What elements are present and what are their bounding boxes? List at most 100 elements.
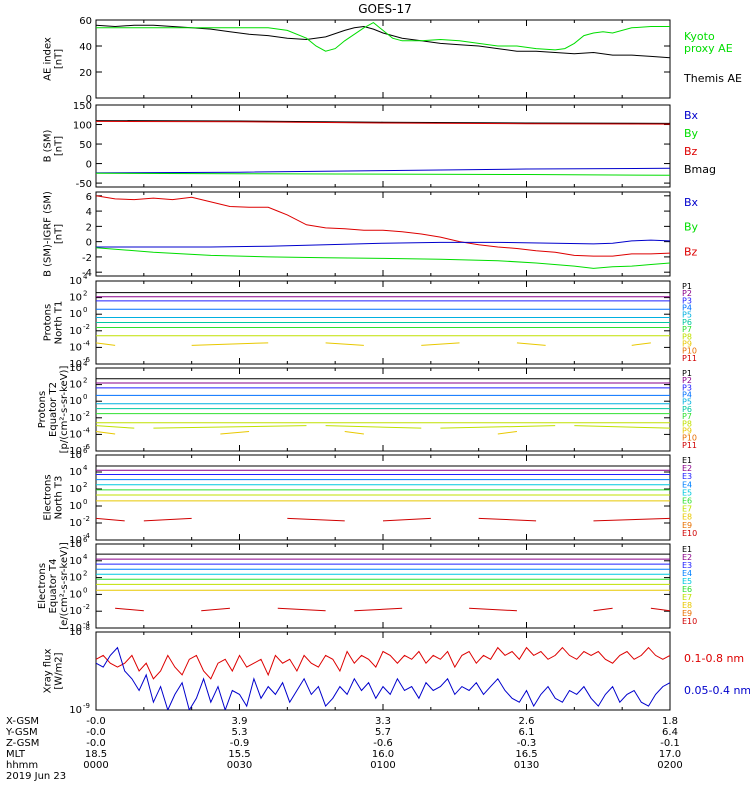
legend-p3: P3 bbox=[682, 383, 692, 392]
y-tick-exponent: -2 bbox=[83, 323, 90, 331]
x-tick-value: 5.7 bbox=[375, 727, 391, 738]
x-tick-value: 6.1 bbox=[519, 727, 535, 738]
series-bz bbox=[96, 120, 670, 125]
x-tick-value: 17.0 bbox=[659, 749, 681, 760]
legend-e6: E6 bbox=[682, 497, 692, 506]
panel-b_sm: -50 0 50 100 150 B (SM) [nT] Bx By Bz Bmag bbox=[43, 101, 717, 190]
x-row-label-x-gsm: X-GSM bbox=[6, 716, 39, 727]
series-bx bbox=[96, 167, 670, 174]
legend-p3: P3 bbox=[682, 296, 692, 305]
y-tick-label: 10 bbox=[69, 446, 82, 457]
series-by bbox=[96, 247, 670, 269]
legend-p6: P6 bbox=[682, 318, 692, 327]
y-axis-label: B (SM)-IGRF (SM) bbox=[43, 191, 54, 277]
legend-e9: E9 bbox=[682, 609, 692, 618]
series-0-1-0-8-nm bbox=[96, 646, 670, 680]
sparse-segment bbox=[593, 607, 613, 612]
y-tick-exponent: 4 bbox=[83, 553, 88, 561]
y-tick-label: 10 bbox=[69, 276, 82, 287]
x-tick-value: -0.0 bbox=[86, 727, 106, 738]
sparse-segment bbox=[497, 430, 517, 435]
x-tick-value: 15.5 bbox=[228, 749, 250, 760]
sparse-segment bbox=[96, 430, 116, 435]
x-tick-value: 6.4 bbox=[662, 727, 678, 738]
legend-e10: E10 bbox=[682, 617, 697, 626]
y-axis-label: Equator T4 bbox=[48, 559, 59, 614]
y-axis-label: [e/(cm²-s-sr-keV)] bbox=[59, 542, 70, 630]
y-tick-exponent: 2 bbox=[83, 290, 87, 298]
panel-data bbox=[96, 646, 670, 710]
y-tick-exponent: -4 bbox=[83, 426, 91, 434]
sparse-segment bbox=[325, 425, 422, 429]
y-tick-label: 10 bbox=[69, 359, 82, 370]
legend-p1: P1 bbox=[682, 282, 692, 291]
sparse-segment bbox=[96, 342, 116, 346]
y-tick-label: 4 bbox=[86, 207, 92, 218]
y-tick-exponent: -2 bbox=[83, 515, 90, 523]
plot-title: GOES-17 bbox=[358, 2, 412, 16]
legend-by: By bbox=[684, 221, 699, 234]
x-row-label-hhmm: hhmm bbox=[6, 760, 38, 771]
y-tick-exponent: -6 bbox=[83, 356, 91, 364]
legend-e2: E2 bbox=[682, 464, 692, 473]
legend-p1: P1 bbox=[682, 369, 692, 378]
series-0-05-0-4-nm bbox=[96, 646, 670, 710]
panel-legend: 0.1-0.8 nm 0.05-0.4 nm bbox=[684, 652, 750, 697]
y-tick-label: 60 bbox=[79, 16, 92, 27]
series-bz bbox=[96, 195, 670, 257]
y-tick-label: 10 bbox=[69, 556, 82, 567]
y-tick-label: 6 bbox=[86, 192, 92, 203]
legend-e7: E7 bbox=[682, 593, 692, 602]
y-tick-label: 2 bbox=[86, 222, 92, 233]
legend-e1: E1 bbox=[682, 456, 692, 465]
y-tick-exponent: 0 bbox=[83, 498, 87, 506]
legend-bz: Bz bbox=[684, 245, 698, 258]
legend-p9: P9 bbox=[682, 339, 692, 348]
legend-e2: E2 bbox=[682, 553, 692, 562]
x-tick-value: 0030 bbox=[227, 760, 252, 771]
legend-bmag: Bmag bbox=[684, 163, 716, 176]
y-tick-exponent: -8 bbox=[83, 624, 90, 632]
legend-p10: P10 bbox=[682, 434, 697, 443]
y-tick-label: 10 bbox=[69, 429, 82, 440]
y-axis-label: [nT] bbox=[54, 49, 65, 69]
y-axis-label: Equator T2 bbox=[48, 382, 59, 437]
y-tick-label: 0 bbox=[86, 94, 92, 105]
series-bx bbox=[96, 239, 670, 248]
legend-p10: P10 bbox=[682, 347, 697, 356]
legend-e7: E7 bbox=[682, 505, 692, 514]
panel-data bbox=[96, 378, 670, 435]
sparse-segment bbox=[344, 430, 364, 435]
y-tick-label: -50 bbox=[76, 179, 92, 190]
legend-e1: E1 bbox=[682, 545, 692, 554]
panel-legend: Bx By Bz Bmag bbox=[684, 109, 716, 176]
legend-e8: E8 bbox=[682, 601, 692, 610]
sparse-segment bbox=[115, 607, 144, 612]
y-tick-label: 10 bbox=[69, 627, 82, 638]
y-axis-label: [nT] bbox=[54, 136, 65, 156]
y-axis-label: [nT] bbox=[54, 224, 65, 244]
x-tick-value: 5.3 bbox=[232, 727, 248, 738]
legend-xray-1: 0.05-0.4 nm bbox=[684, 684, 750, 697]
y-tick-label: 0 bbox=[86, 160, 92, 171]
y-tick-label: 10 bbox=[69, 450, 82, 461]
panel-data bbox=[96, 195, 670, 269]
legend-proxy-ae: proxy AE bbox=[684, 42, 733, 55]
x-tick-value: 16.5 bbox=[515, 749, 537, 760]
legend-e4: E4 bbox=[682, 569, 692, 578]
sparse-segment bbox=[421, 342, 460, 346]
sparse-segment bbox=[574, 425, 670, 429]
legend-bx: Bx bbox=[684, 109, 699, 122]
x-row-label-y-gsm: Y-GSM bbox=[5, 727, 38, 738]
y-tick-label: 10 bbox=[69, 535, 82, 546]
x-tick-value: 1.8 bbox=[662, 716, 678, 727]
panel-frame bbox=[95, 19, 671, 99]
sparse-segment bbox=[96, 425, 135, 429]
sparse-segment bbox=[96, 517, 125, 522]
panel-data bbox=[96, 120, 670, 176]
y-tick-label: 10 bbox=[69, 380, 82, 391]
